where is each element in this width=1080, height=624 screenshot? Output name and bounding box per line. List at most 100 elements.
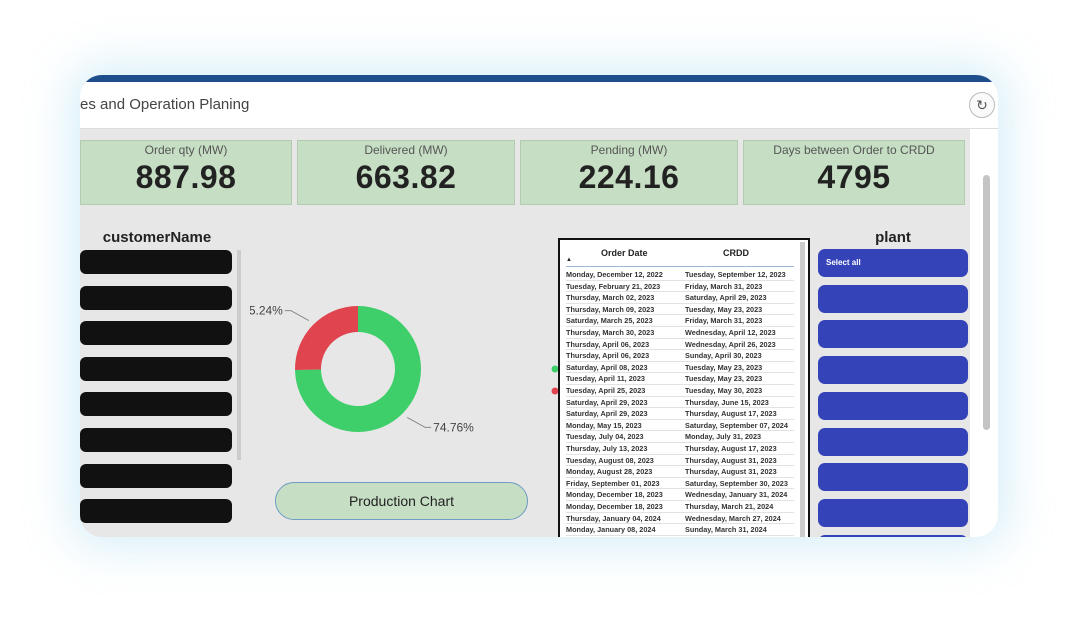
slicer-item[interactable]: [80, 428, 232, 452]
table-cell: Monday, January 08, 2024: [566, 525, 656, 535]
table-row: Monday, December 12, 2022 Tuesday, Septem…: [566, 269, 794, 281]
table-cell: Thursday, March 30, 2023: [566, 328, 655, 337]
header: es and Operation Planing ↻: [80, 82, 998, 129]
slicer-item[interactable]: [818, 284, 968, 313]
slicer-item[interactable]: [818, 427, 968, 456]
slicer-item[interactable]: [818, 320, 968, 349]
kpi-label: Delivered (MW): [364, 143, 448, 157]
slicer-item[interactable]: [80, 499, 232, 524]
table-row: Thursday, January 04, 2024 Wednesday, Mar…: [566, 513, 794, 525]
table-cell: Wednesday, January 31, 2024: [685, 490, 788, 500]
donut-chart: 74.76%25.24%delivered(MW %)Pending(MW %): [250, 304, 559, 434]
refresh-button[interactable]: ↻: [969, 92, 995, 118]
table-cell: Wednesday, April 26, 2023: [685, 339, 776, 349]
table-cell: Tuesday, May 30, 2023: [685, 386, 763, 395]
table-cell: Saturday, April 29, 2023: [685, 293, 767, 303]
kpi-label: Days between Order to CRDD: [773, 143, 935, 157]
donut-segment: [295, 306, 421, 432]
table-cell: Friday, September 01, 2023: [566, 478, 660, 488]
slicer-item[interactable]: [818, 498, 968, 527]
table-cell: Thursday, August 31, 2023: [685, 467, 777, 477]
table-cell: Tuesday, September 12, 2023: [685, 270, 786, 279]
table-cell: Saturday, September 07, 2024: [685, 420, 788, 430]
kpi-card: Order qty (MW) 887.98: [80, 140, 292, 205]
kpi-card: Delivered (MW) 663.82: [297, 140, 515, 205]
kpi-card: Days between Order to CRDD 4795: [743, 140, 965, 205]
kpi-value: 224.16: [578, 159, 680, 195]
top-bar: [80, 75, 998, 82]
kpi-label: Pending (MW): [590, 143, 668, 157]
table-row: Tuesday, April 25, 2023 Tuesday, May 30, …: [566, 385, 794, 397]
slicer-item[interactable]: [80, 392, 232, 417]
table-cell: Thursday, July 13, 2023: [566, 444, 648, 453]
table-cell: Thursday, June 15, 2023: [685, 397, 769, 407]
table-cell: Thursday, March 02, 2023: [566, 293, 655, 303]
data-label: 25.24%: [250, 304, 283, 318]
table-cell: Monday, August 28, 2023: [566, 467, 653, 477]
slicer-item[interactable]: [818, 463, 968, 492]
table-row: Saturday, April 29, 2023 Thursday, August…: [566, 408, 794, 420]
table-row: Monday, January 08, 2024 Sunday, March 31…: [566, 524, 794, 536]
table-cell: Tuesday, August 08, 2023: [566, 455, 654, 465]
table-cell: Thursday, April 06, 2023: [566, 339, 650, 349]
table-row: Monday, May 15, 2023 Saturday, September …: [566, 420, 794, 432]
scrollbar[interactable]: [983, 175, 990, 430]
table-row: Saturday, April 29, 2023 Thursday, June 1…: [566, 397, 794, 409]
table-row: Monday, December 18, 2023 Thursday, March…: [566, 501, 794, 513]
dashboard-card: es and Operation Planing ↻ customerName …: [80, 75, 998, 537]
table-cell: Thursday, March 21, 2024: [685, 502, 774, 511]
table-row: Thursday, March 30, 2023 Wednesday, April…: [566, 327, 794, 339]
table-cell: Wednesday, March 27, 2024: [685, 513, 781, 523]
slicer-title: customerName: [102, 229, 212, 246]
table-row: Tuesday, February 21, 2023 Friday, March …: [566, 281, 794, 293]
table-cell: Saturday, March 25, 2023: [566, 316, 653, 326]
table-row: Friday, September 01, 2023 Saturday, Sept…: [566, 478, 794, 490]
table-cell: Thursday, August 17, 2023: [685, 409, 777, 419]
table-row: Tuesday, August 08, 2023 Thursday, August…: [566, 455, 794, 467]
leader-line: [406, 416, 432, 428]
table-row: Monday, December 18, 2023 Wednesday, Janu…: [566, 489, 794, 501]
kpi-value: 663.82: [355, 159, 457, 195]
table-row: Saturday, March 25, 2023 Friday, March 31…: [566, 315, 794, 327]
table-cell: Saturday, April 29, 2023: [566, 397, 648, 407]
table-cell: Tuesday, May 23, 2023: [685, 304, 763, 314]
table-cell: Saturday, September 30, 2023: [685, 478, 788, 488]
table-cell: Sunday, March 31, 2024: [685, 525, 767, 535]
table-row: Thursday, March 09, 2023 Tuesday, May 23,…: [566, 304, 794, 316]
kpi-label: Order qty (MW): [144, 143, 228, 157]
table-cell: Wednesday, April 12, 2023: [685, 328, 776, 337]
table-cell: Tuesday, April 25, 2023: [566, 386, 646, 395]
table-cell: Tuesday, May 23, 2023: [685, 374, 763, 384]
kpi-card: Pending (MW) 224.16: [520, 140, 738, 205]
table-cell: Saturday, April 29, 2023: [566, 409, 648, 419]
page-title: es and Operation Planing: [80, 96, 250, 113]
legend-marker: [551, 387, 559, 395]
table-cell: Tuesday, February 21, 2023: [566, 281, 661, 291]
production-chart-button[interactable]: Production Chart: [275, 482, 528, 520]
leader-line: [284, 310, 310, 322]
table-cell: Thursday, March 09, 2023: [566, 304, 655, 314]
table-cell: Monday, July 31, 2023: [685, 432, 762, 442]
table-cell: Thursday, April 06, 2023: [566, 351, 650, 361]
table-cell: Tuesday, May 23, 2023: [685, 362, 763, 372]
table-cell: Monday, May 15, 2023: [566, 420, 642, 430]
table-cell: Tuesday, July 04, 2023: [566, 432, 644, 442]
slicer-item[interactable]: [80, 285, 232, 310]
table-cell: Monday, December 18, 2023: [566, 490, 663, 500]
sort-icon: ▲: [566, 257, 572, 263]
table-cell: Thursday, January 04, 2024: [566, 513, 661, 523]
table-row: Tuesday, July 04, 2023 Monday, July 31, 2…: [566, 431, 794, 443]
slicer-item[interactable]: [80, 463, 232, 488]
table-row: Thursday, March 02, 2023 Saturday, April …: [566, 292, 794, 304]
slicer-item[interactable]: [80, 321, 232, 346]
slicer-item[interactable]: [80, 356, 232, 381]
slicer-item[interactable]: [818, 391, 968, 420]
slicer-item[interactable]: [818, 356, 968, 385]
table-row: Thursday, April 06, 2023 Wednesday, April…: [566, 339, 794, 351]
slicer-item[interactable]: [818, 534, 968, 537]
table-cell: Thursday, August 31, 2023: [685, 455, 777, 465]
slicer-item[interactable]: [80, 250, 232, 274]
table-row: Thursday, April 06, 2023 Sunday, April 30…: [566, 350, 794, 362]
table-cell: Saturday, April 08, 2023: [566, 362, 648, 372]
slicer-item[interactable]: Select all: [818, 249, 968, 277]
